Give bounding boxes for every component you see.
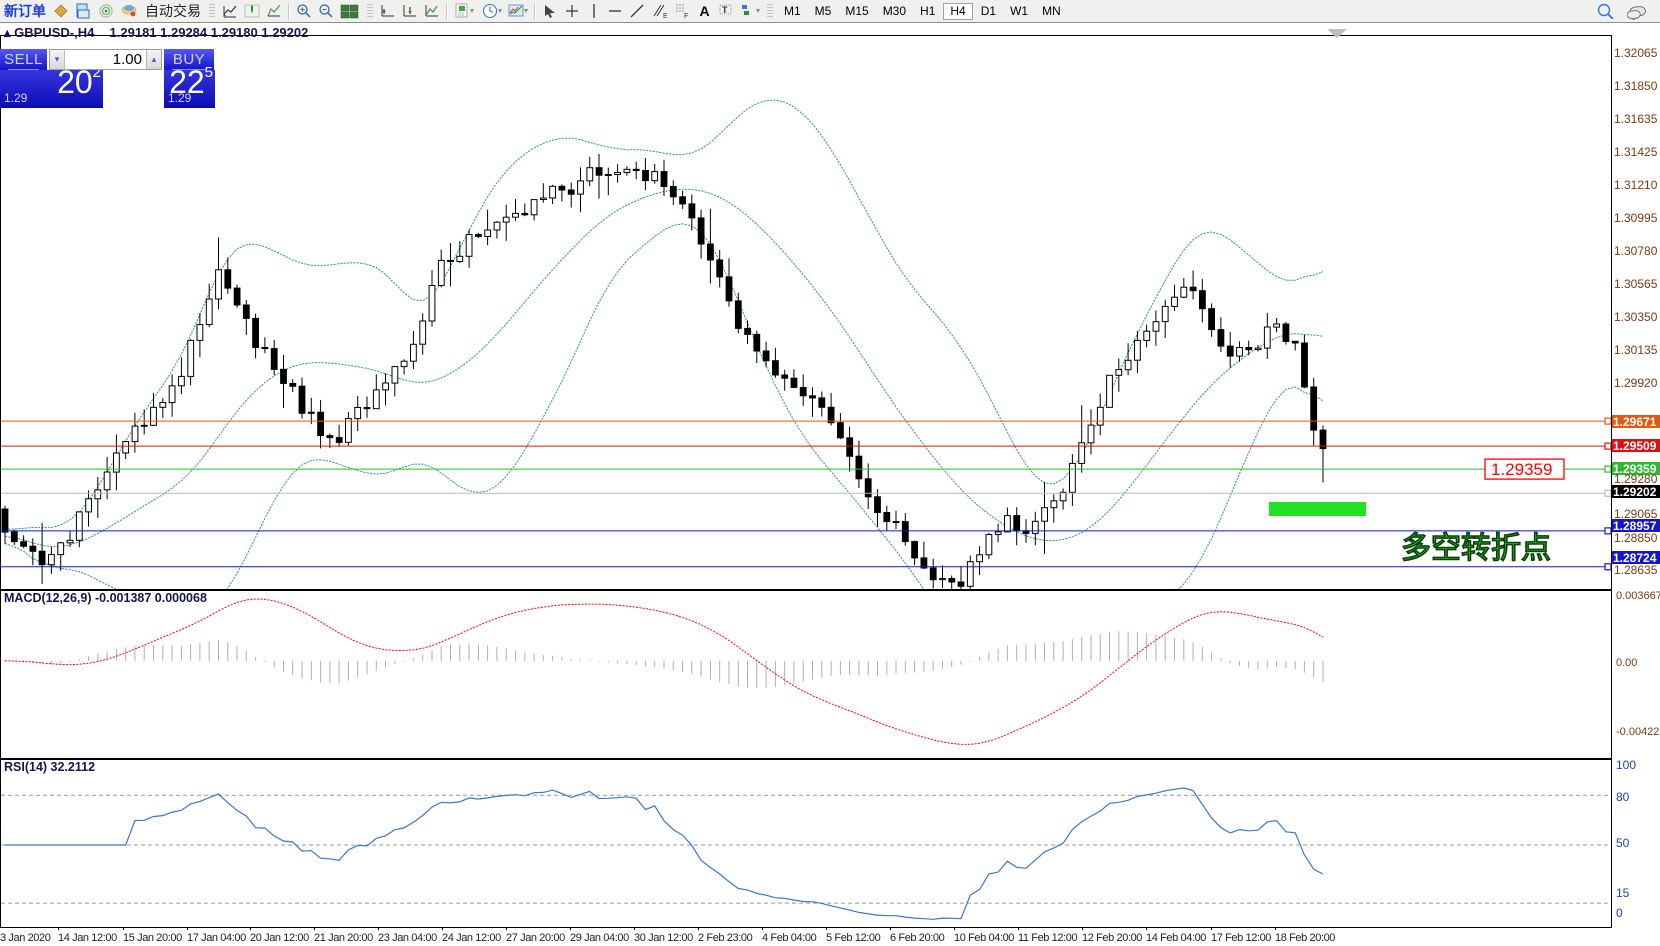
svg-text:多空转折点: 多空转折点 xyxy=(1401,532,1551,565)
svg-text:E: E xyxy=(663,13,668,19)
svg-text:T: T xyxy=(722,5,728,15)
svg-text:1.29359: 1.29359 xyxy=(1491,460,1552,479)
svg-text:F: F xyxy=(684,13,688,19)
